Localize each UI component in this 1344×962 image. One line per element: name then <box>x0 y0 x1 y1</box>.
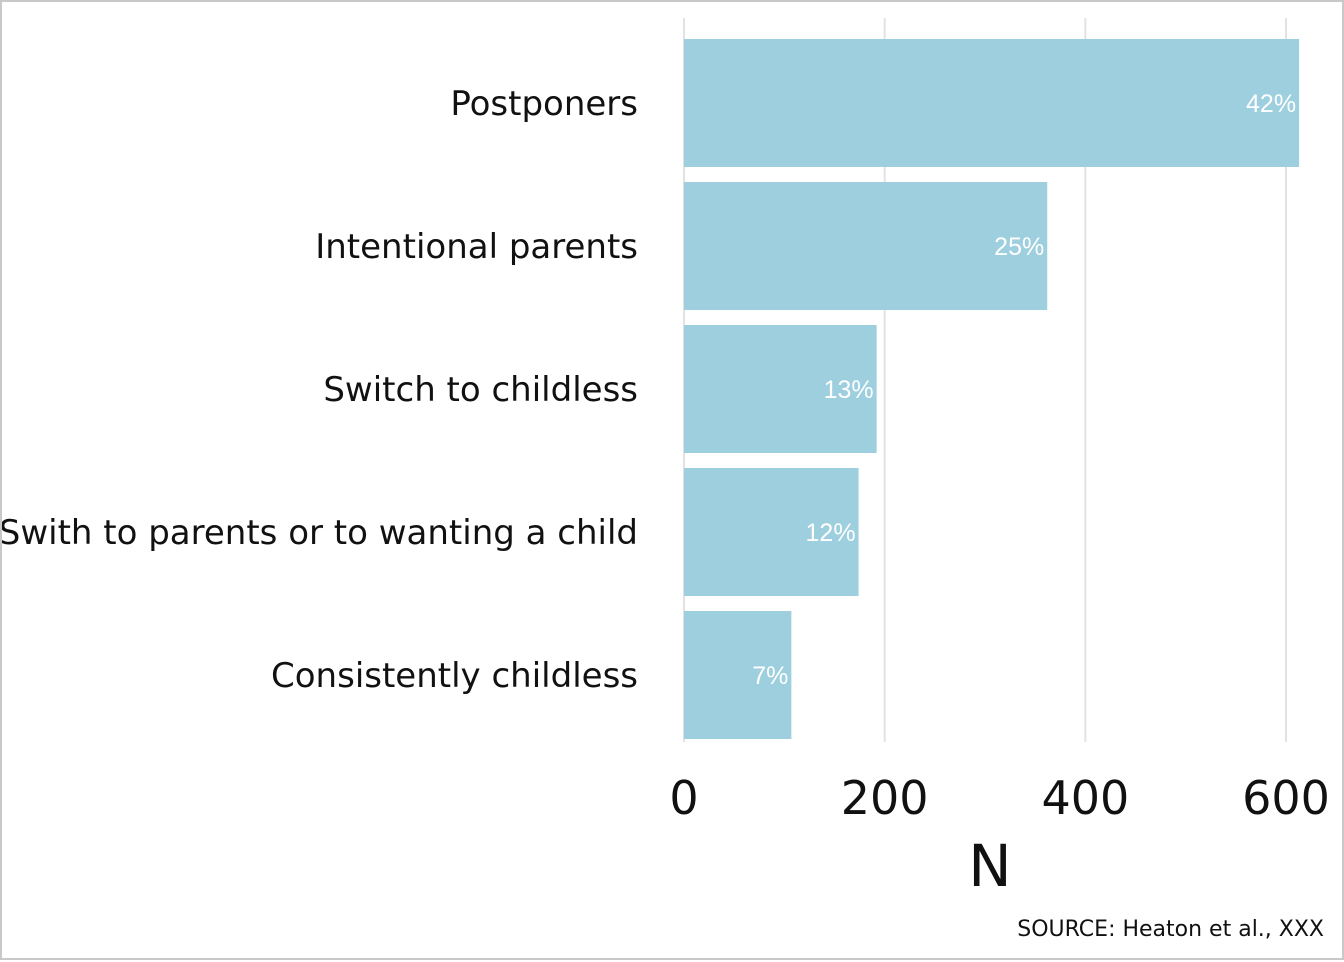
x-tick-label: 400 <box>1041 771 1129 825</box>
x-tick-labels: 0 200 400 600 <box>669 771 1330 825</box>
source-note: SOURCE: Heaton et al., XXX <box>1017 917 1324 942</box>
bar-data-label: 25% <box>994 233 1044 261</box>
category-label: Consistently childless <box>271 656 638 696</box>
category-label: Intentional parents <box>315 227 638 267</box>
bar-data-label: 42% <box>1246 90 1296 118</box>
bar-data-label: 12% <box>806 519 856 547</box>
bar <box>684 325 877 453</box>
bar <box>684 182 1048 310</box>
category-label: Switch to childless <box>323 370 638 410</box>
bar <box>684 39 1300 167</box>
category-labels: Postponers Intentional parents Switch to c… <box>2 84 638 696</box>
bars: 42% 25% 13% 12% 7% <box>684 39 1300 739</box>
x-tick-label: 600 <box>1242 771 1330 825</box>
category-label: Swith to parents or to wanting a child <box>2 513 638 553</box>
x-tick-label: 0 <box>669 771 698 825</box>
category-label: Postponers <box>450 84 638 124</box>
bar <box>684 468 859 596</box>
bar-data-label: 7% <box>752 662 788 690</box>
x-tick-label: 200 <box>841 771 929 825</box>
bar-data-label: 13% <box>824 376 874 404</box>
x-axis-title: N <box>968 832 1011 900</box>
bar <box>684 611 792 739</box>
